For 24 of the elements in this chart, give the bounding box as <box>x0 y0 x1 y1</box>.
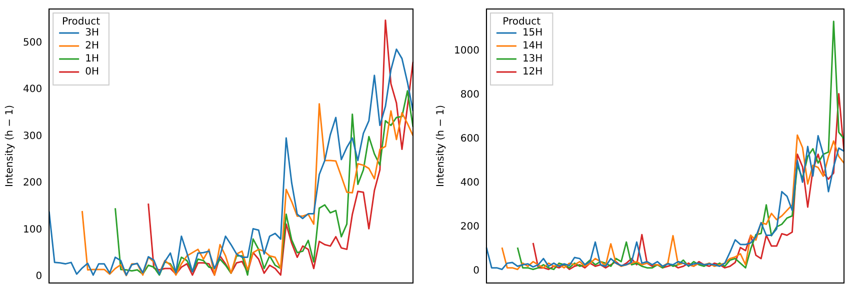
y-tick-label: 0 <box>473 265 480 276</box>
legend-label: 0H <box>85 66 99 78</box>
legend-label: 3H <box>85 28 99 39</box>
y-tick-label: 1000 <box>454 45 480 56</box>
y-tick-label: 400 <box>22 84 42 96</box>
y-axis-title: Intensity (h − 1) <box>4 104 16 187</box>
legend-label: 14H <box>522 40 543 52</box>
legend-title: Product <box>62 16 100 28</box>
legend-label: 13H <box>522 54 543 65</box>
y-tick-label: 300 <box>22 130 42 142</box>
y-tick-label: 500 <box>22 37 42 48</box>
y-axis-title: Intensity (h − 1) <box>436 104 447 187</box>
legend-label: 2H <box>85 40 99 52</box>
legend-label: 12H <box>522 66 543 78</box>
y-tick-label: 100 <box>22 224 42 236</box>
y-tick-label: 800 <box>460 89 480 100</box>
y-tick-label: 200 <box>460 221 480 232</box>
y-tick-label: 400 <box>460 177 480 188</box>
legend-title: Product <box>502 16 541 28</box>
legend-label: 1H <box>85 54 99 65</box>
y-tick-label: 0 <box>36 271 42 282</box>
y-tick-label: 200 <box>22 178 42 189</box>
y-tick-label: 600 <box>460 133 480 144</box>
legend-label: 15H <box>522 28 543 39</box>
